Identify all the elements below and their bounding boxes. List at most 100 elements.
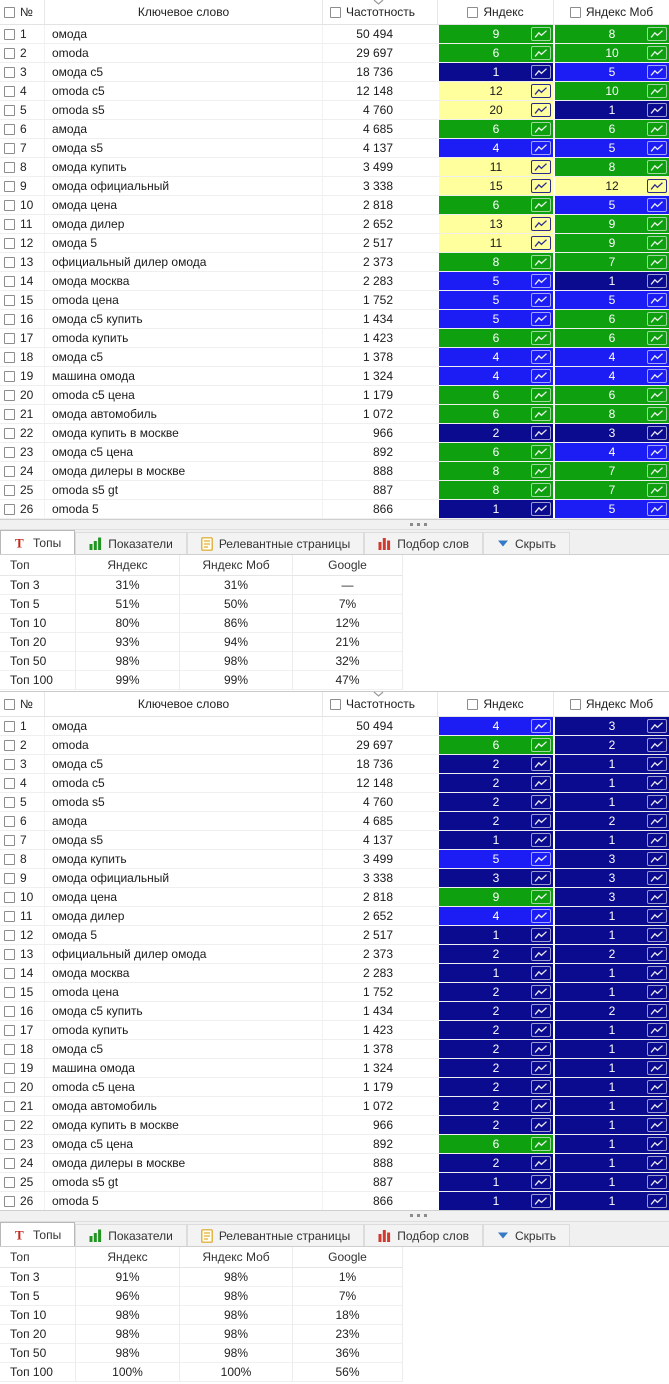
chart-icon[interactable] bbox=[531, 1175, 551, 1189]
row-checkbox[interactable] bbox=[4, 85, 15, 97]
keyword-row[interactable]: 24 омода дилеры в москве 888 8 7 bbox=[0, 462, 669, 481]
keyword-row[interactable]: 22 омода купить в москве 966 2 1 bbox=[0, 1116, 669, 1135]
keyword-row[interactable]: 13 официальный дилер омода 2 373 2 2 bbox=[0, 945, 669, 964]
keyword-row[interactable]: 16 омода с5 купить 1 434 2 2 bbox=[0, 1002, 669, 1021]
chart-icon[interactable] bbox=[647, 1194, 667, 1208]
chart-icon[interactable] bbox=[531, 985, 551, 999]
keyword-row[interactable]: 17 omoda купить 1 423 6 6 bbox=[0, 329, 669, 348]
chart-icon[interactable] bbox=[531, 928, 551, 942]
chart-icon[interactable] bbox=[647, 236, 667, 250]
col-yandex-checkbox[interactable] bbox=[467, 698, 479, 710]
chart-icon[interactable] bbox=[647, 1080, 667, 1094]
col-keyword-header[interactable]: Ключевое слово bbox=[44, 0, 322, 24]
splitter-handle[interactable] bbox=[0, 1210, 669, 1222]
keyword-row[interactable]: 13 официальный дилер омода 2 373 8 7 bbox=[0, 253, 669, 272]
row-checkbox[interactable] bbox=[4, 465, 15, 477]
row-checkbox[interactable] bbox=[4, 503, 15, 515]
chart-icon[interactable] bbox=[531, 84, 551, 98]
col-keyword-header[interactable]: Ключевое слово bbox=[44, 692, 322, 716]
chart-icon[interactable] bbox=[531, 331, 551, 345]
row-checkbox[interactable] bbox=[4, 758, 15, 770]
col-yandex-mob-header[interactable]: Яндекс Моб bbox=[553, 0, 669, 24]
row-checkbox[interactable] bbox=[4, 1043, 15, 1055]
keyword-row[interactable]: 25 omoda s5 gt 887 8 7 bbox=[0, 481, 669, 500]
row-checkbox[interactable] bbox=[4, 910, 15, 922]
keyword-row[interactable]: 8 омода купить 3 499 5 3 bbox=[0, 850, 669, 869]
chart-icon[interactable] bbox=[647, 312, 667, 326]
chart-icon[interactable] bbox=[647, 445, 667, 459]
keyword-row[interactable]: 19 машина омода 1 324 4 4 bbox=[0, 367, 669, 386]
keyword-row[interactable]: 6 амода 4 685 2 2 bbox=[0, 812, 669, 831]
chart-icon[interactable] bbox=[647, 84, 667, 98]
chart-icon[interactable] bbox=[531, 738, 551, 752]
chart-icon[interactable] bbox=[531, 426, 551, 440]
keyword-row[interactable]: 21 омода автомобиль 1 072 2 1 bbox=[0, 1097, 669, 1116]
row-checkbox[interactable] bbox=[4, 796, 15, 808]
row-checkbox[interactable] bbox=[4, 1157, 15, 1169]
chart-icon[interactable] bbox=[647, 776, 667, 790]
chart-icon[interactable] bbox=[531, 1023, 551, 1037]
tab-hide[interactable]: Скрыть bbox=[483, 532, 570, 554]
row-checkbox[interactable] bbox=[4, 313, 15, 325]
chart-icon[interactable] bbox=[647, 293, 667, 307]
chart-icon[interactable] bbox=[647, 217, 667, 231]
chart-icon[interactable] bbox=[531, 103, 551, 117]
chart-icon[interactable] bbox=[531, 909, 551, 923]
chart-icon[interactable] bbox=[531, 966, 551, 980]
tab-tops[interactable]: T Топы bbox=[0, 1222, 76, 1246]
splitter-grip-icon[interactable] bbox=[410, 523, 427, 526]
keyword-row[interactable]: 1 омода 50 494 4 3 bbox=[0, 717, 669, 736]
chart-icon[interactable] bbox=[531, 46, 551, 60]
row-checkbox[interactable] bbox=[4, 427, 15, 439]
chart-icon[interactable] bbox=[531, 1042, 551, 1056]
keyword-row[interactable]: 16 омода с5 купить 1 434 5 6 bbox=[0, 310, 669, 329]
chart-icon[interactable] bbox=[531, 255, 551, 269]
tab-tops[interactable]: T Топы bbox=[0, 530, 76, 554]
row-checkbox[interactable] bbox=[4, 739, 15, 751]
keyword-row[interactable]: 18 омода с5 1 378 2 1 bbox=[0, 1040, 669, 1059]
keyword-row[interactable]: 15 omoda цена 1 752 2 1 bbox=[0, 983, 669, 1002]
tab-relevant-pages[interactable]: Релевантные страницы bbox=[186, 1224, 365, 1246]
tab-indicators[interactable]: Показатели bbox=[75, 532, 187, 554]
tab-relevant-pages[interactable]: Релевантные страницы bbox=[186, 532, 365, 554]
chart-icon[interactable] bbox=[647, 1042, 667, 1056]
row-checkbox[interactable] bbox=[4, 891, 15, 903]
chart-icon[interactable] bbox=[647, 757, 667, 771]
chart-icon[interactable] bbox=[647, 331, 667, 345]
chart-icon[interactable] bbox=[531, 236, 551, 250]
chart-icon[interactable] bbox=[647, 350, 667, 364]
row-checkbox[interactable] bbox=[4, 853, 15, 865]
chart-icon[interactable] bbox=[647, 27, 667, 41]
row-checkbox[interactable] bbox=[4, 446, 15, 458]
keyword-row[interactable]: 2 omoda 29 697 6 10 bbox=[0, 44, 669, 63]
keyword-row[interactable]: 24 омода дилеры в москве 888 2 1 bbox=[0, 1154, 669, 1173]
chart-icon[interactable] bbox=[531, 350, 551, 364]
keyword-row[interactable]: 26 omoda 5 866 1 5 bbox=[0, 500, 669, 519]
chart-icon[interactable] bbox=[531, 1118, 551, 1132]
chart-icon[interactable] bbox=[531, 1156, 551, 1170]
tab-word-selection[interactable]: Подбор слов bbox=[364, 1224, 483, 1246]
chart-icon[interactable] bbox=[647, 1061, 667, 1075]
chart-icon[interactable] bbox=[531, 274, 551, 288]
chart-icon[interactable] bbox=[531, 1080, 551, 1094]
chart-icon[interactable] bbox=[647, 985, 667, 999]
chart-icon[interactable] bbox=[647, 1156, 667, 1170]
keyword-row[interactable]: 22 омода купить в москве 966 2 3 bbox=[0, 424, 669, 443]
chart-icon[interactable] bbox=[647, 502, 667, 516]
chart-icon[interactable] bbox=[647, 388, 667, 402]
chart-icon[interactable] bbox=[647, 46, 667, 60]
row-checkbox[interactable] bbox=[4, 1081, 15, 1093]
keyword-row[interactable]: 25 omoda s5 gt 887 1 1 bbox=[0, 1173, 669, 1192]
row-checkbox[interactable] bbox=[4, 1138, 15, 1150]
chart-icon[interactable] bbox=[531, 1004, 551, 1018]
row-checkbox[interactable] bbox=[4, 370, 15, 382]
chart-icon[interactable] bbox=[531, 407, 551, 421]
chart-icon[interactable] bbox=[647, 719, 667, 733]
row-checkbox[interactable] bbox=[4, 47, 15, 59]
chart-icon[interactable] bbox=[531, 890, 551, 904]
chart-icon[interactable] bbox=[531, 369, 551, 383]
chart-icon[interactable] bbox=[647, 928, 667, 942]
chart-icon[interactable] bbox=[647, 103, 667, 117]
row-checkbox[interactable] bbox=[4, 1176, 15, 1188]
chart-icon[interactable] bbox=[531, 141, 551, 155]
